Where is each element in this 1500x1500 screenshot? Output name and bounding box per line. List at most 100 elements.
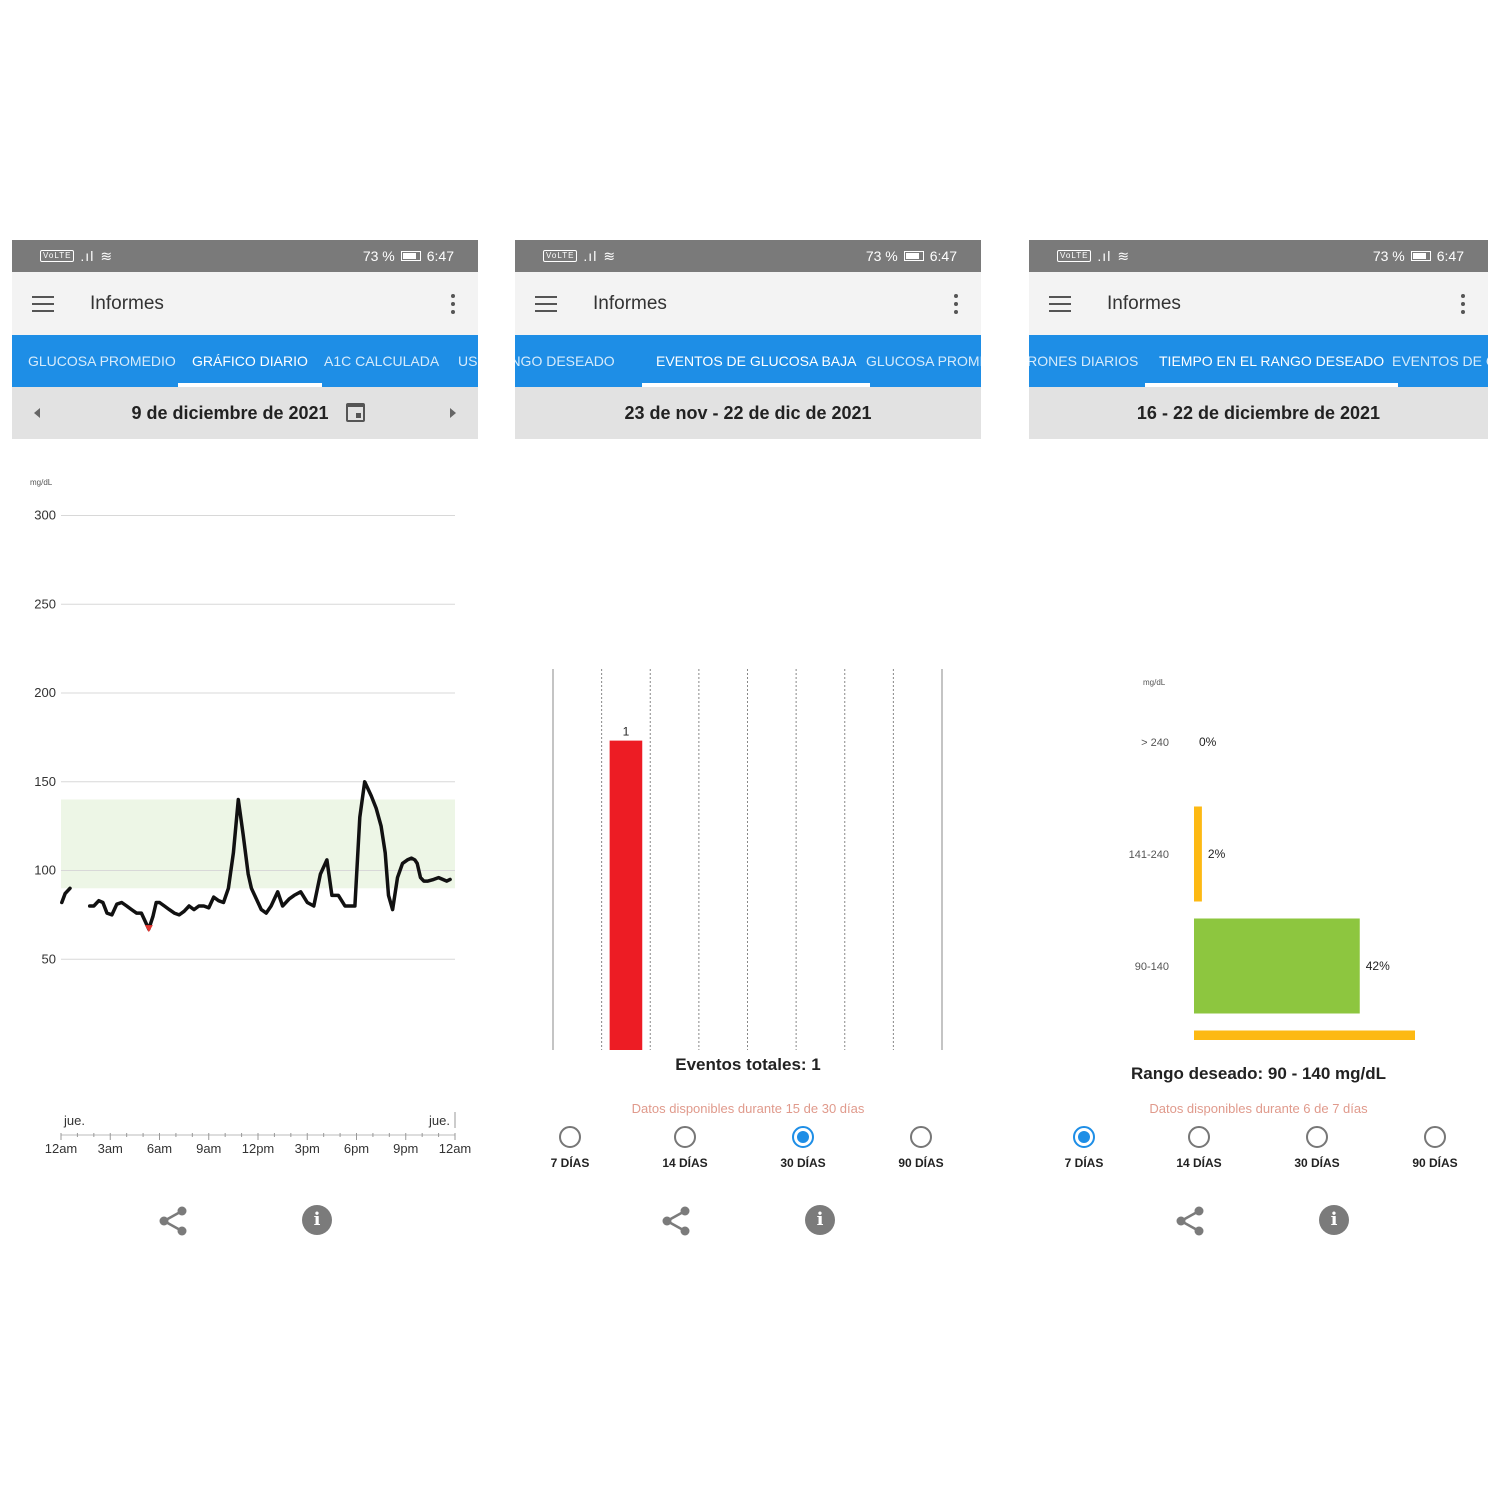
info-icon[interactable]: i (805, 1205, 835, 1235)
clock: 6:47 (929, 248, 957, 264)
low-glucose-events-chart: 0100000012am3am6am9am12pm3pm6pm9pm12am (552, 669, 943, 1050)
more-options-icon[interactable] (951, 293, 961, 314)
range-label: > 240 (1141, 737, 1169, 749)
range-label: 141-240 (1129, 849, 1169, 861)
data-availability-note: Datos disponibles durante 15 de 30 días (631, 1101, 865, 1116)
tab-grafico-diario[interactable]: GRÁFICO DIARIO (178, 335, 322, 387)
day-label-end: jue. (428, 1113, 450, 1128)
unit-label: mg/dL (1143, 678, 1166, 687)
x-tick-label: 3pm (295, 1141, 320, 1156)
battery-percent: 73 % (865, 248, 898, 264)
more-options-icon[interactable] (1458, 293, 1468, 314)
tab-patrones-diarios[interactable]: PATRONES DIARIOS (1029, 353, 1139, 369)
app-bar: Informes (515, 272, 981, 335)
radio-icon[interactable] (1306, 1126, 1328, 1148)
period-option-7[interactable]: 7 DÍAS (520, 1126, 620, 1170)
total-events-label: Eventos totales: 1 (675, 1055, 821, 1074)
info-icon[interactable]: i (1319, 1205, 1349, 1235)
time-in-range-chart: mg/dL> 2400%141-2402%90-14042%70-8956%< … (1129, 678, 1415, 1040)
radio-selected-icon[interactable] (1073, 1126, 1095, 1148)
x-tick-label: 12pm (242, 1141, 275, 1156)
period-option-7[interactable]: 7 DÍAS (1034, 1126, 1134, 1170)
target-range-band (61, 799, 455, 889)
radio-icon[interactable] (910, 1126, 932, 1148)
menu-icon[interactable] (32, 295, 54, 312)
volte-icon: VoLTE (543, 250, 578, 262)
period-option-14[interactable]: 14 DÍAS (635, 1126, 735, 1170)
y-tick-label: 200 (34, 685, 56, 700)
x-tick-label: 6pm (344, 1141, 369, 1156)
next-day-arrow-icon[interactable] (450, 408, 456, 418)
wifi-icon: ≋ (100, 247, 114, 264)
signal-icon: .ıl (1097, 248, 1112, 264)
percent-label: 0% (1199, 735, 1217, 749)
battery-percent: 73 % (1372, 248, 1405, 264)
tab-glucosa-promedio[interactable]: GLUCOSA PROMEDIO (866, 353, 981, 369)
y-tick-label: 50 (42, 951, 56, 966)
y-tick-label: 300 (34, 508, 56, 523)
menu-icon[interactable] (535, 295, 557, 312)
previous-day-arrow-icon[interactable] (34, 408, 40, 418)
date-label: 9 de diciembre de 2021 (131, 402, 329, 423)
radio-icon[interactable] (1188, 1126, 1210, 1148)
tab-rango-deseado[interactable]: RANGO DESEADO (515, 353, 615, 369)
date-range-label: 23 de nov - 22 de dic de 2021 (624, 402, 872, 423)
share-icon[interactable] (158, 1205, 188, 1242)
battery-icon (1410, 251, 1431, 261)
battery-percent: 73 % (362, 248, 395, 264)
battery-icon (903, 251, 924, 261)
radio-selected-icon[interactable] (792, 1126, 814, 1148)
data-availability-note: Datos disponibles durante 6 de 7 días (1149, 1101, 1368, 1116)
tab-uso[interactable]: USO (458, 353, 478, 369)
range-bar (1194, 806, 1202, 902)
app-bar: Informes (12, 272, 478, 335)
period-option-14[interactable]: 14 DÍAS (1149, 1126, 1249, 1170)
menu-icon[interactable] (1049, 295, 1071, 312)
report-tabs: PATRONES DIARIOS TIEMPO EN EL RANGO DESE… (1029, 335, 1488, 387)
x-tick-label: 12am (439, 1141, 472, 1156)
status-bar: VoLTE .ıl ≋ 73 % 6:47 (12, 240, 478, 272)
tab-a1c-calculada[interactable]: A1C CALCULADA (324, 353, 440, 369)
more-options-icon[interactable] (448, 293, 458, 314)
range-label: 90-140 (1135, 961, 1169, 973)
wifi-icon: ≋ (1117, 247, 1131, 264)
x-tick-label: 6am (147, 1141, 172, 1156)
volte-icon: VoLTE (1057, 250, 1092, 262)
app-bar: Informes (1029, 272, 1488, 335)
event-bar (609, 740, 643, 1050)
percent-label: 42% (1366, 959, 1390, 973)
tab-eventos-glucosa-baja[interactable]: EVENTOS DE GLUCOSA BAJA (641, 335, 872, 387)
daily-glucose-chart: mg/dL50100150200250300350jue.jue.12am3am… (30, 478, 472, 1156)
screen-low-glucose-events: VoLTE .ıl ≋ 73 % 6:47 Informes RANGO DES… (515, 240, 981, 1260)
radio-icon[interactable] (674, 1126, 696, 1148)
glucose-line-segment-0 (60, 886, 72, 905)
x-tick-label: 9am (196, 1141, 221, 1156)
y-tick-label: 100 (34, 863, 56, 878)
volte-icon: VoLTE (40, 250, 75, 262)
period-option-90[interactable]: 90 DÍAS (871, 1126, 971, 1170)
radio-icon[interactable] (1424, 1126, 1446, 1148)
x-tick-label: 3am (98, 1141, 123, 1156)
signal-icon: .ıl (80, 248, 95, 264)
tab-eventos-glucosa-baja[interactable]: EVENTOS DE GLUCOSA BAJA (1392, 353, 1488, 369)
tab-glucosa-promedio[interactable]: GLUCOSA PROMEDIO (28, 353, 176, 369)
period-option-30[interactable]: 30 DÍAS (753, 1126, 853, 1170)
x-tick-label: 12am (45, 1141, 78, 1156)
share-icon[interactable] (661, 1205, 691, 1242)
date-range: 16 - 22 de diciembre de 2021 (1029, 387, 1488, 439)
range-bar (1194, 918, 1360, 1014)
y-tick-label: 250 (34, 596, 56, 611)
report-tabs: RANGO DESEADO EVENTOS DE GLUCOSA BAJA GL… (515, 335, 981, 387)
radio-icon[interactable] (559, 1126, 581, 1148)
period-option-30[interactable]: 30 DÍAS (1267, 1126, 1367, 1170)
share-icon[interactable] (1175, 1205, 1205, 1242)
info-icon[interactable]: i (302, 1205, 332, 1235)
clock: 6:47 (1436, 248, 1464, 264)
period-option-90[interactable]: 90 DÍAS (1385, 1126, 1485, 1170)
date-selector: 9 de diciembre de 2021 (12, 387, 478, 439)
status-bar: VoLTE .ıl ≋ 73 % 6:47 (1029, 240, 1488, 272)
calendar-icon[interactable] (346, 403, 365, 422)
tab-tiempo-en-rango[interactable]: TIEMPO EN EL RANGO DESEADO (1144, 335, 1399, 387)
date-range: 23 de nov - 22 de dic de 2021 (515, 387, 981, 439)
x-tick-label: 9pm (393, 1141, 418, 1156)
